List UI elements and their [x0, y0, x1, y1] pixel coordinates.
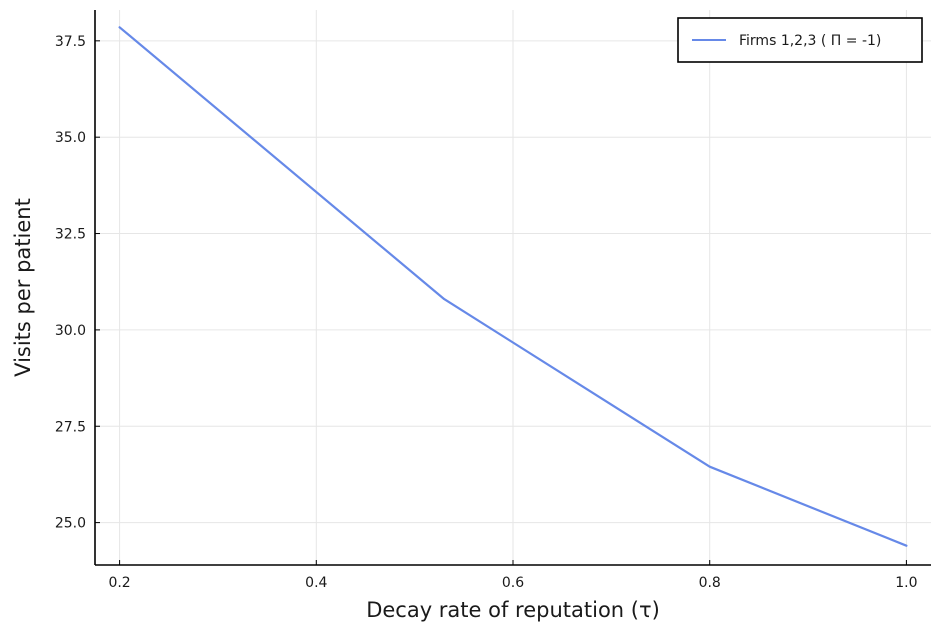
- x-tick-label: 0.6: [502, 575, 524, 591]
- y-axis-title: Visits per patient: [11, 198, 35, 377]
- y-tick-label: 27.5: [55, 419, 86, 435]
- x-tick-label: 1.0: [895, 575, 917, 591]
- x-tick-label: 0.8: [699, 575, 721, 591]
- x-axis-title: Decay rate of reputation (τ): [366, 598, 660, 622]
- y-tick-label: 32.5: [55, 227, 86, 243]
- y-tick-label: 30.0: [55, 323, 86, 339]
- y-tick-label: 37.5: [55, 34, 86, 50]
- legend-label: Firms 1,2,3 ( Π = -1): [739, 33, 881, 49]
- y-tick-label: 25.0: [55, 516, 86, 532]
- grid-layer: [95, 10, 931, 565]
- series-layer: [118, 26, 908, 547]
- x-tick-label: 0.2: [108, 575, 130, 591]
- y-tick-label: 35.0: [55, 130, 86, 146]
- legend: Firms 1,2,3 ( Π = -1): [677, 17, 923, 63]
- series-line: [118, 26, 908, 547]
- tick-layer: 0.2 0.4 0.6 0.8 1.0 25.0 27.5 30.0 32.5 35.0 37.5: [55, 34, 918, 591]
- x-tick-label: 0.4: [305, 575, 327, 591]
